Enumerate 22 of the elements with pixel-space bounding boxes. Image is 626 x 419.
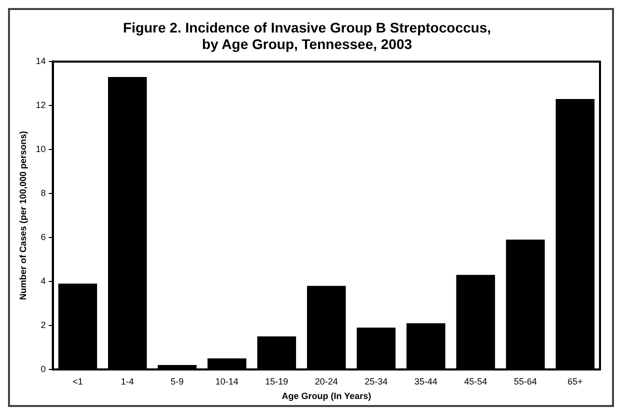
x-tick-label: 1-4: [120, 376, 134, 386]
chart-title: Figure 2. Incidence of Invasive Group B Streptococcus, by Age Group, Tennessee, 2003: [123, 19, 491, 52]
x-tick-label: 25-34: [364, 376, 388, 386]
x-tick-label: 10-14: [215, 376, 238, 386]
y-tick-label: 0: [40, 364, 46, 374]
y-tick-label: 2: [40, 320, 46, 330]
x-tick-label: 35-44: [414, 376, 438, 386]
x-axis-title: Age Group (In Years): [282, 391, 372, 402]
x-tick-label: 55-64: [514, 376, 537, 386]
x-tick-label: 45-54: [464, 376, 488, 386]
y-tick-label: 8: [40, 188, 46, 198]
y-tick-label: 4: [40, 276, 46, 286]
x-tick-label: <1: [72, 376, 83, 386]
y-tick-label: 6: [40, 232, 46, 242]
y-axis-title: Number of Cases (per 100,000 persons): [18, 130, 28, 300]
x-tick-label: 65+: [567, 376, 583, 386]
x-tick-label: 5-9: [170, 376, 184, 386]
y-tick-label: 14: [36, 56, 46, 66]
x-tick-label: 20-24: [314, 376, 338, 386]
x-tick-label: 15-19: [265, 376, 288, 386]
y-tick-label: 10: [36, 144, 46, 154]
y-tick-label: 12: [36, 100, 46, 110]
